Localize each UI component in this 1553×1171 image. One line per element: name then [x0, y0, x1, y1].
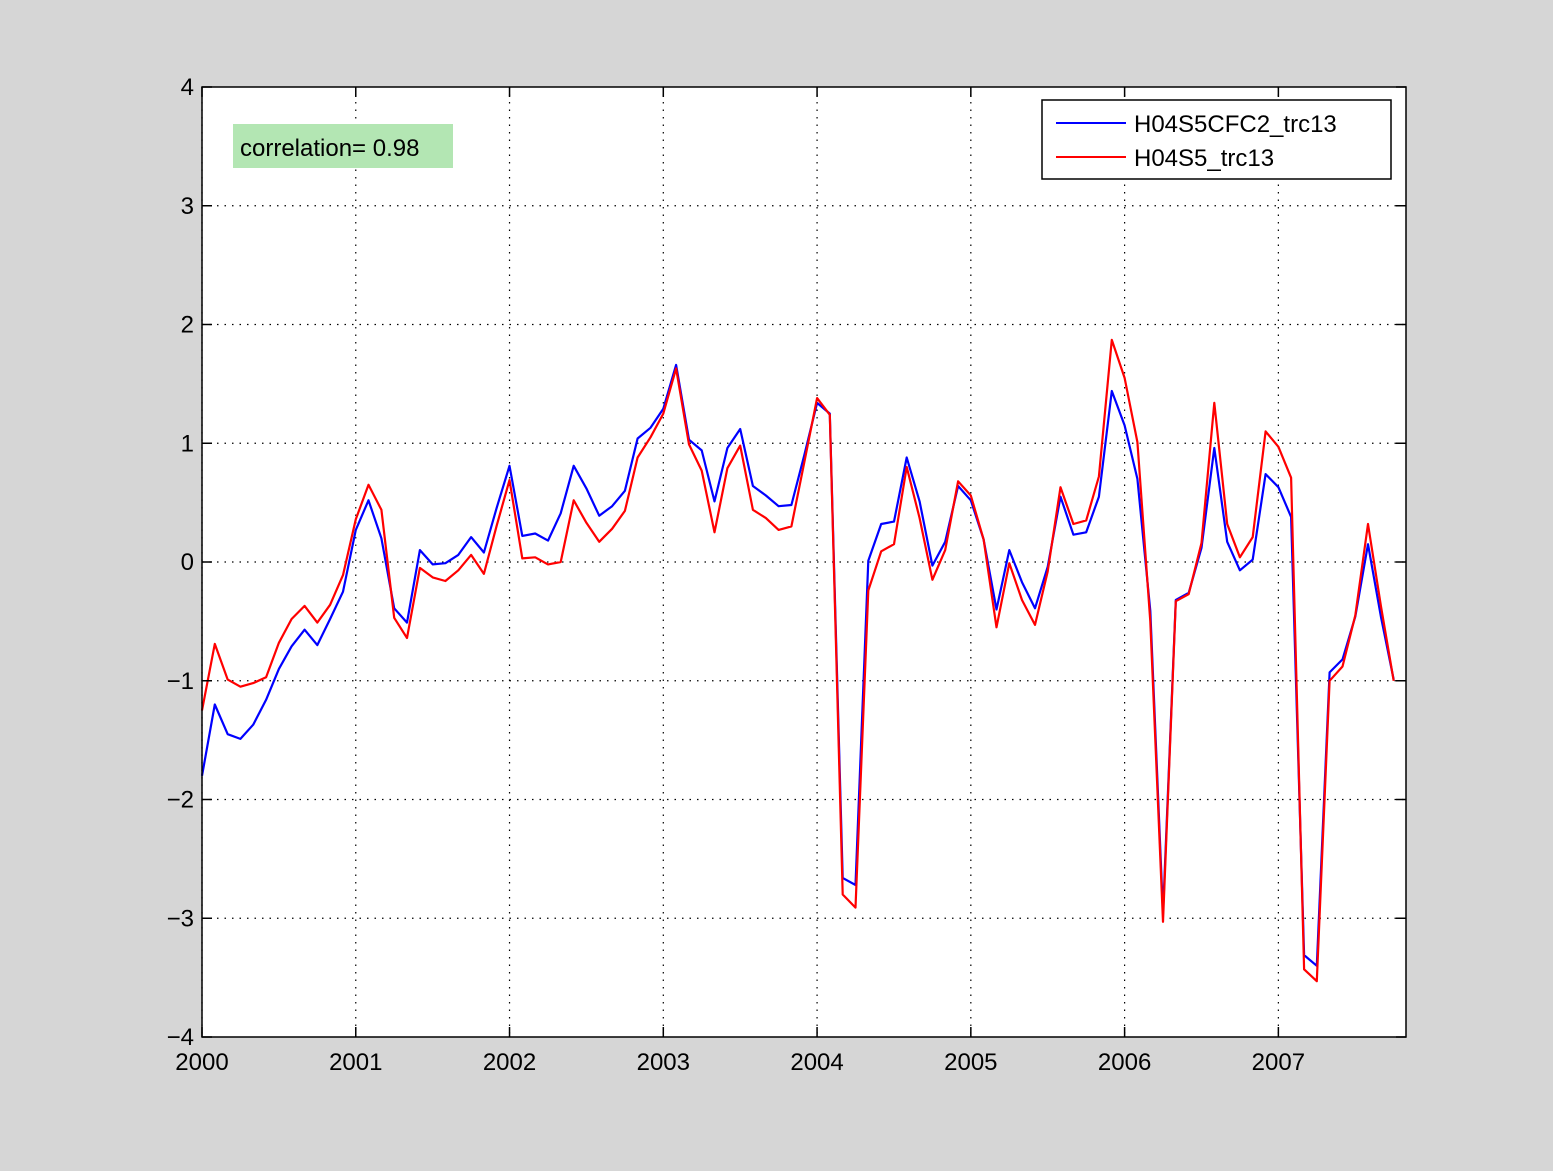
- annotation-box: [233, 124, 453, 168]
- y-tick-label: 4: [181, 74, 194, 101]
- x-tick-label: 2005: [944, 1049, 997, 1076]
- series-layer: [200, 338, 1395, 983]
- x-tick-label: 2006: [1098, 1049, 1151, 1076]
- y-tick-label: −1: [167, 668, 194, 695]
- series-line-2: [200, 338, 1395, 983]
- x-tick-label: 2001: [329, 1049, 382, 1076]
- x-tick-label: 2003: [637, 1049, 690, 1076]
- x-tick-label: 2000: [175, 1049, 228, 1076]
- axis-ticks: 2000 2001 2002 2003 2004 2005 2006 2007 −4 −3 −2 −1…: [167, 74, 1406, 1076]
- x-tick-label: 2004: [790, 1049, 843, 1076]
- correlation-annotation: correlation= 0.98: [233, 124, 453, 168]
- x-tick-label: 2002: [483, 1049, 536, 1076]
- y-tick-label: 0: [181, 549, 194, 576]
- legend-label-series-1: H04S5CFC2_trc13: [1134, 111, 1337, 138]
- x-tick-label: 2007: [1252, 1049, 1305, 1076]
- legend: H04S5CFC2_trc13 H04S5_trc13: [1041, 99, 1392, 180]
- plot-area: [202, 87, 1406, 1037]
- y-tick-label: 1: [181, 430, 194, 457]
- legend-box: [1041, 99, 1392, 180]
- y-tick-label: 2: [181, 312, 194, 339]
- y-tick-label: −2: [167, 787, 194, 814]
- y-tick-label: −4: [167, 1024, 194, 1051]
- y-tick-label: 3: [181, 193, 194, 220]
- legend-label-series-2: H04S5_trc13: [1134, 145, 1274, 172]
- annotation-text: correlation= 0.98: [240, 135, 419, 162]
- y-tick-label: −3: [167, 905, 194, 932]
